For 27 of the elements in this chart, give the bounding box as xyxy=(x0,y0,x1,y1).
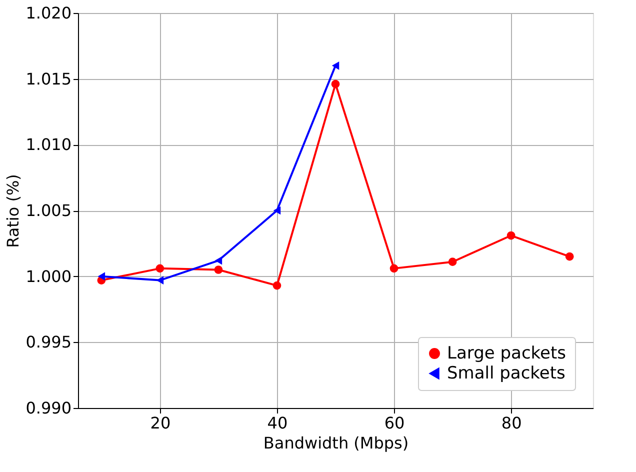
point xyxy=(214,256,222,265)
y-tick-label: 1.010 xyxy=(26,135,72,154)
y-tick-label: 1.000 xyxy=(26,266,72,286)
y-tick-label: 1.005 xyxy=(26,201,72,220)
x-tick-label: 80 xyxy=(501,414,522,432)
point xyxy=(272,281,282,290)
point xyxy=(273,206,281,215)
y-tick-label: 0.990 xyxy=(26,398,72,418)
x-tick-label: 20 xyxy=(150,414,171,432)
point xyxy=(332,61,340,70)
point xyxy=(214,266,223,274)
y-axis-title: Ratio (%) xyxy=(4,174,23,248)
y-tick-label: 0.995 xyxy=(26,332,72,352)
x-tick-label: 60 xyxy=(384,414,405,432)
y-tick-label: 1.015 xyxy=(26,69,72,88)
legend-label: Small packets xyxy=(447,364,566,384)
point xyxy=(331,80,340,88)
legend-label: Large packets xyxy=(447,344,566,364)
y-tick-label: 1.020 xyxy=(26,4,72,22)
point xyxy=(156,264,164,273)
x-tick-label: 40 xyxy=(267,414,288,432)
point xyxy=(506,231,516,240)
point xyxy=(390,264,398,273)
x-axis-title: Bandwidth (Mbps) xyxy=(263,434,409,452)
point xyxy=(565,252,574,261)
point xyxy=(98,272,106,281)
point xyxy=(448,258,457,266)
